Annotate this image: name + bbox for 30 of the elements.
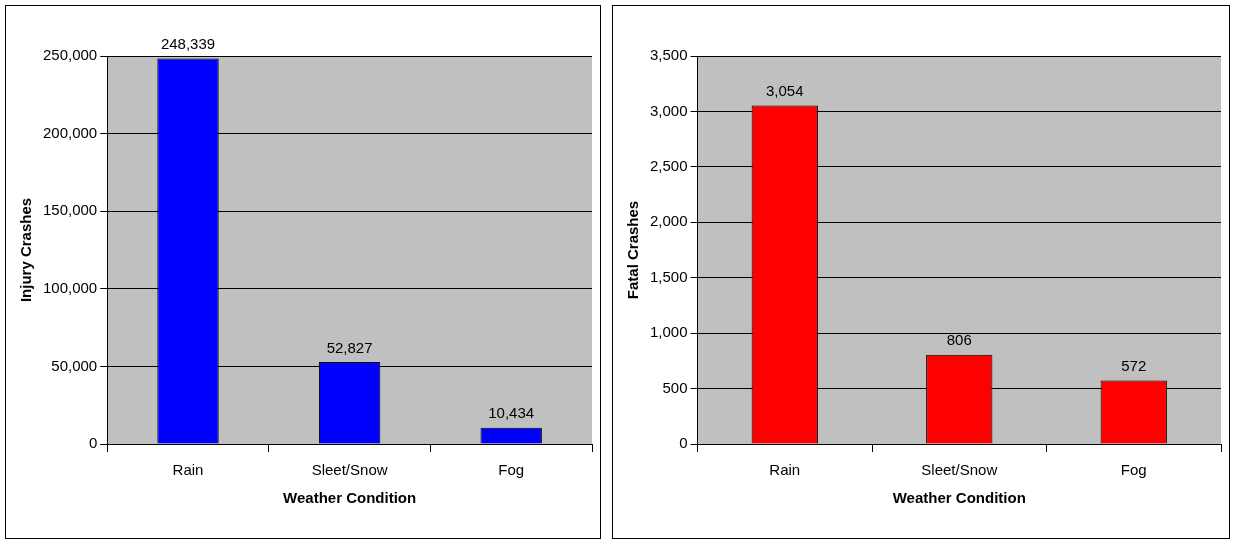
- y-axis-title: Injury Crashes: [17, 197, 35, 303]
- y-tick-label: 2,000: [649, 212, 688, 230]
- x-tick-label: Rain: [172, 461, 204, 479]
- x-tick-label: Fog: [1120, 461, 1147, 479]
- x-axis-title: Weather Condition: [892, 489, 1026, 507]
- data-label: 3,054: [766, 82, 804, 100]
- y-axis-title: Fatal Crashes: [624, 200, 642, 300]
- y-tick-label: 3,500: [649, 46, 688, 64]
- data-label: 806: [946, 331, 972, 349]
- y-tick-label: 1,000: [649, 323, 688, 341]
- x-tick-label: Fog: [498, 461, 525, 479]
- y-tick-label: 3,000: [649, 101, 688, 119]
- data-label: 10,434: [488, 404, 535, 422]
- x-tick-label: Rain: [769, 461, 801, 479]
- y-tick-label: 50,000: [51, 356, 98, 374]
- x-axis-title: Weather Condition: [283, 489, 417, 507]
- y-tick-label: 250,000: [42, 46, 98, 64]
- y-tick-label: 0: [679, 434, 688, 452]
- y-tick-label: 2,500: [649, 157, 688, 174]
- y-tick-label: 0: [88, 434, 98, 452]
- y-tick-label: 150,000: [42, 201, 98, 219]
- data-label: 52,827: [326, 338, 373, 356]
- x-tick-label: Sleet/Snow: [921, 461, 998, 479]
- x-tick-label: Sleet/Snow: [311, 461, 388, 479]
- data-label: 248,339: [160, 35, 216, 53]
- y-tick-label: 100,000: [42, 278, 98, 296]
- y-tick-label: 1,500: [649, 267, 688, 285]
- data-label: 572: [1121, 357, 1147, 375]
- y-tick-label: 500: [662, 378, 688, 396]
- y-tick-label: 200,000: [42, 123, 98, 141]
